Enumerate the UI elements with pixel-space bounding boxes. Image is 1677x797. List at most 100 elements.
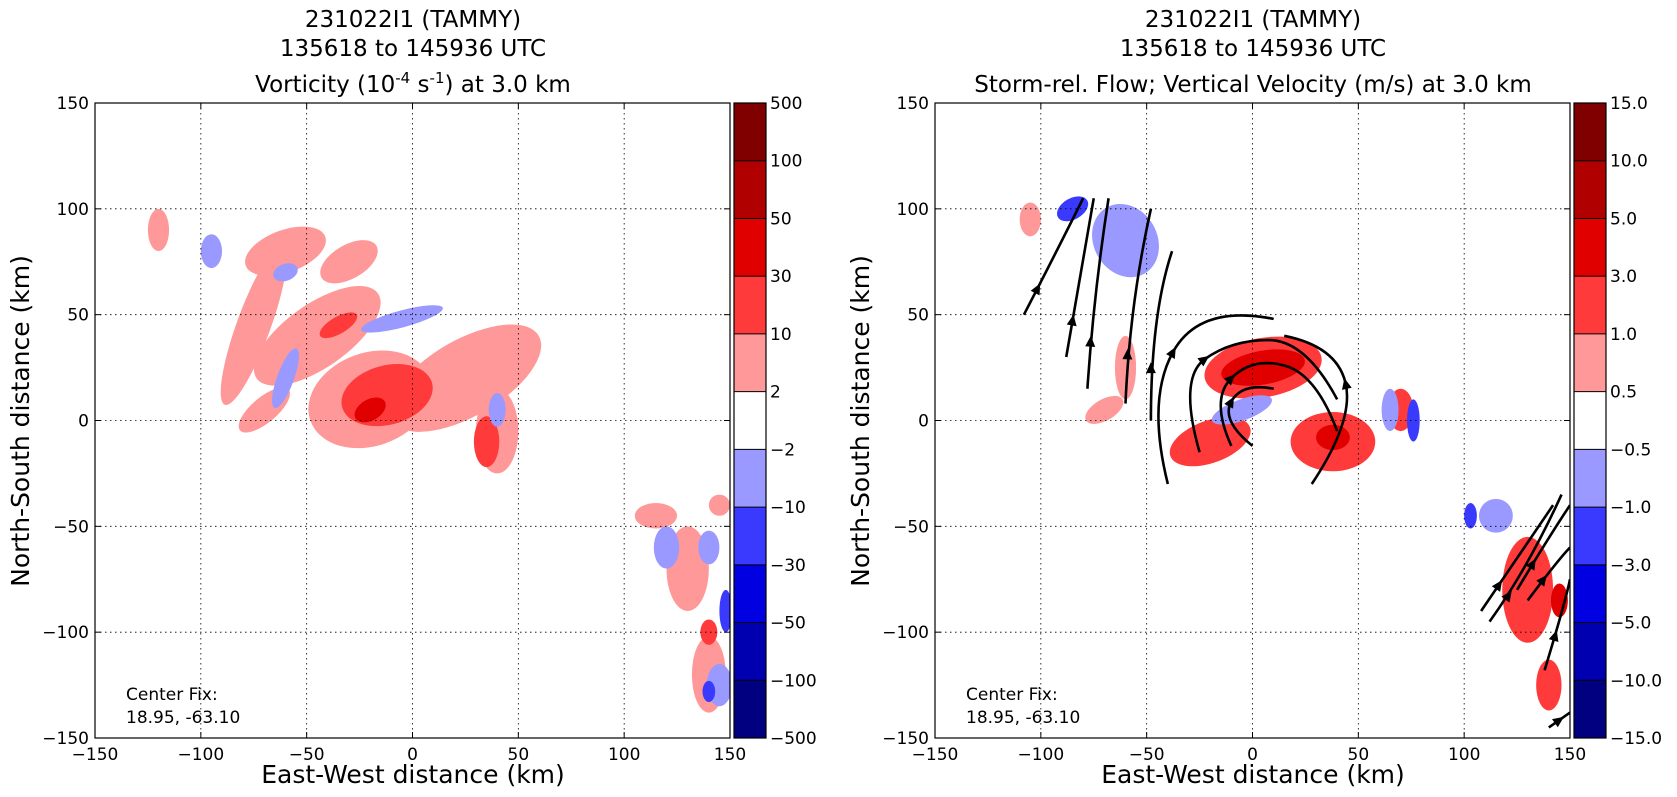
field-patch	[1536, 659, 1562, 711]
streamline	[1480, 504, 1555, 612]
center-fix-label: Center Fix:	[966, 685, 1058, 705]
streamline-arrow	[1525, 558, 1536, 571]
colorbar-tick-label: 30	[770, 267, 792, 287]
streamline	[1188, 338, 1339, 453]
x-tick-label: −100	[177, 745, 224, 765]
streamline-arrow	[1066, 314, 1077, 327]
field-patch	[320, 240, 378, 284]
colorbar-segment	[1574, 564, 1606, 623]
streamline-layer	[1022, 197, 1570, 729]
streamline	[1149, 250, 1174, 421]
field-patch	[1478, 498, 1513, 533]
y-tick-label: 50	[67, 306, 89, 326]
streamline	[1219, 361, 1339, 447]
streamline-arrow	[1197, 355, 1210, 367]
colorbar-tick-label: −10	[770, 498, 806, 518]
center-fix-value: 18.95, -63.10	[126, 708, 240, 728]
colorbar-tick-label: −0.5	[1610, 440, 1651, 460]
title-part-prefix: Vorticity (10	[255, 72, 395, 98]
colorbar-segment	[734, 160, 766, 219]
title-part-sup1: -4	[395, 69, 410, 87]
colorbar-tick-label: −2	[770, 440, 795, 460]
colorbar-segment	[1574, 680, 1606, 738]
colorbar-tick-label: 0.5	[1610, 383, 1637, 403]
plot-area: −150 −100 −50 0 50 100 150 150 100 50 0 −50 −100 −150	[42, 94, 746, 765]
title-part-suffix: ) at 3.0 km	[445, 72, 571, 98]
field-patch	[147, 208, 170, 252]
field-patch	[653, 526, 680, 569]
field-patch	[719, 589, 730, 633]
streamline	[1064, 198, 1096, 358]
streamline-arrow	[1536, 574, 1547, 587]
x-tick-label: 100	[608, 745, 640, 765]
streamline	[1515, 504, 1570, 591]
streamline-arrow	[1501, 590, 1512, 603]
colorbar-segment	[1574, 622, 1606, 681]
field-patch	[1381, 388, 1399, 432]
panel-title-line-3: Storm-rel. Flow; Vertical Velocity (m/s)…	[974, 72, 1532, 98]
colorbar-tick-label: 5.0	[1610, 209, 1637, 229]
field-layer	[1019, 196, 1568, 711]
x-tick-label: −50	[289, 745, 325, 765]
field-patch	[389, 324, 542, 432]
colorbar-tick-label: 3.0	[1610, 267, 1637, 287]
x-tick-label: 100	[1448, 745, 1480, 765]
field-patch	[319, 312, 358, 339]
colorbar-tick-label: −10.0	[1610, 671, 1662, 691]
y-tick-label: 100	[57, 200, 89, 220]
field-patch	[1407, 399, 1420, 442]
streamline-arrow	[1166, 346, 1176, 359]
streamline	[1526, 546, 1570, 602]
field-layer	[147, 208, 730, 713]
streamline-arrow	[1030, 283, 1041, 296]
streamline	[1543, 578, 1570, 671]
colorbar-tick-label: 10.0	[1610, 152, 1648, 172]
field-patch	[1316, 424, 1350, 451]
field-patch	[473, 416, 500, 468]
x-axis-label: East-West distance (km)	[1101, 760, 1405, 789]
streamline-arrow	[1223, 374, 1236, 386]
x-tick-label: 0	[407, 745, 418, 765]
colorbar-tick-label: −3.0	[1610, 556, 1651, 576]
panel-title-line-1: 231022I1 (TAMMY)	[305, 7, 521, 33]
field-patch	[1169, 417, 1251, 467]
colorbar-segment	[1574, 333, 1606, 392]
streamline-arrow	[1491, 579, 1503, 592]
field-patch	[702, 680, 716, 703]
field-patch	[272, 348, 299, 409]
colorbar-tick-label: 50	[770, 209, 792, 229]
colorbar-segment	[1574, 391, 1606, 450]
colorbar-segment	[1574, 507, 1606, 565]
center-fix-label: Center Fix:	[126, 685, 218, 705]
colorbar-tick-label: 100	[770, 152, 802, 172]
x-tick-label: 0	[1247, 745, 1258, 765]
y-tick-label: 0	[78, 412, 89, 432]
field-patch	[273, 263, 298, 282]
x-tick-label: −150	[72, 745, 119, 765]
y-tick-label: −150	[42, 729, 89, 749]
y-tick-label: −50	[893, 517, 929, 537]
streamline-arrow	[1552, 716, 1564, 728]
field-patch	[1019, 202, 1041, 237]
colorbar-segment	[734, 622, 766, 681]
x-tick-label: 150	[714, 745, 746, 765]
field-patch	[488, 392, 506, 427]
field-patch	[1114, 335, 1137, 400]
colorbar-segment	[734, 276, 766, 334]
y-axis-label: North-South distance (km)	[846, 255, 875, 587]
x-tick-label: −150	[912, 745, 959, 765]
y-tick-label: −100	[42, 623, 89, 643]
panel-title-line-1: 231022I1 (TAMMY)	[1145, 7, 1361, 33]
colorbar-segment	[734, 564, 766, 623]
field-patch	[1211, 395, 1272, 425]
field-patch	[220, 245, 287, 406]
streamline-arrow	[1145, 362, 1156, 374]
colorbar-tick-label: −500	[770, 729, 817, 749]
colorbar-tick-label: 15.0	[1610, 94, 1648, 114]
streamline	[1488, 494, 1563, 623]
y-tick-label: −50	[53, 517, 89, 537]
field-patch	[245, 226, 326, 276]
field-patch	[1221, 349, 1305, 386]
x-tick-label: 50	[1348, 745, 1370, 765]
x-tick-label: 50	[508, 745, 530, 765]
